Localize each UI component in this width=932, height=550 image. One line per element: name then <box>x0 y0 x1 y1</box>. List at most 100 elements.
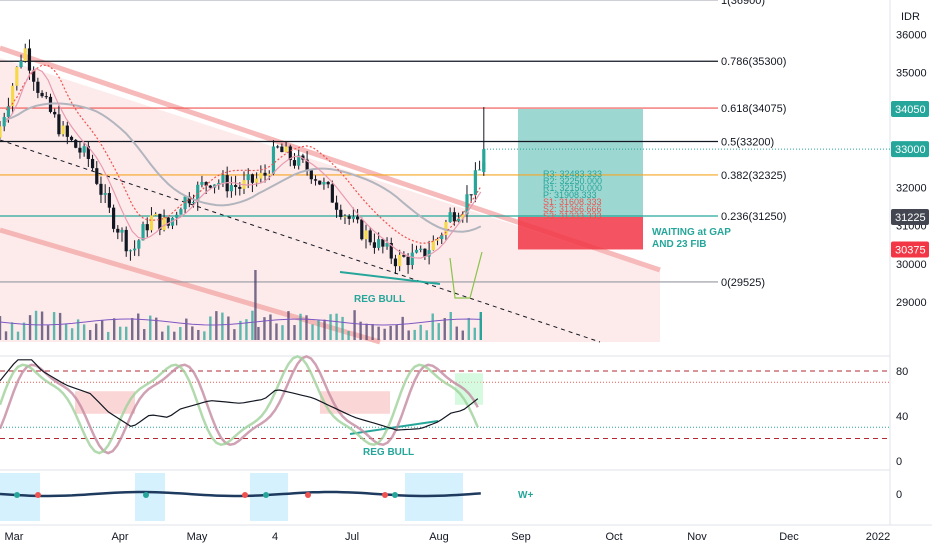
price-tick-label: 35000 <box>896 68 927 80</box>
candle-body <box>149 215 154 231</box>
candle-body <box>116 228 120 233</box>
candle-body <box>288 146 292 161</box>
candle-body <box>162 217 166 231</box>
volume-bar <box>347 331 350 340</box>
pivot-label: R2: 32250.000 <box>543 176 602 186</box>
candle-body <box>427 250 431 257</box>
candle-body <box>103 193 107 195</box>
time-tick-label: Nov <box>687 531 707 543</box>
volume-bar <box>281 325 284 340</box>
candle-body <box>200 181 204 185</box>
osc-main-line <box>0 355 479 455</box>
candle-body <box>414 249 419 253</box>
volume-bar <box>473 327 476 340</box>
candle-body <box>276 146 280 148</box>
volume-bar <box>329 314 332 340</box>
candle-body <box>0 126 2 138</box>
candle-body <box>313 179 318 181</box>
momentum-dot <box>382 492 388 498</box>
candle-body <box>53 111 57 115</box>
volume-bar <box>4 331 8 340</box>
candle-body <box>221 175 225 184</box>
candle-body <box>95 168 99 184</box>
candle-body <box>343 216 347 218</box>
candle-body <box>271 146 276 174</box>
volume-bar <box>233 329 236 340</box>
candle-body <box>297 155 301 166</box>
candle-body <box>2 117 6 127</box>
osc-signal-line <box>0 355 479 455</box>
momentum-zone <box>135 473 165 521</box>
candle-body <box>183 196 187 210</box>
candle-body <box>410 252 414 266</box>
momentum-dot <box>263 492 269 498</box>
volume-bar <box>479 312 482 340</box>
candle-body <box>238 186 242 189</box>
channel-lower-line <box>0 227 381 345</box>
osc-tick-label: 40 <box>896 411 908 423</box>
volume-bar <box>353 310 356 340</box>
time-tick-label: 2022 <box>866 531 890 543</box>
volume-bar <box>245 319 248 340</box>
volume-bar <box>203 331 206 340</box>
candle-body <box>444 221 448 235</box>
price-tick-label: 32000 <box>896 182 927 194</box>
time-tick-label: Dec <box>779 531 799 543</box>
momentum-dot <box>35 492 41 498</box>
fib-label: 1(36900) <box>721 0 765 7</box>
candle-body <box>406 256 410 266</box>
candle-body <box>330 184 334 203</box>
fib-label: 0.5(33200) <box>721 136 774 148</box>
candle-body <box>381 239 385 247</box>
candle-body <box>292 160 297 166</box>
momentum-dot <box>392 492 398 498</box>
volume-bar <box>269 314 272 340</box>
volume-bar <box>401 316 404 340</box>
candle-body <box>32 70 36 82</box>
volume-bar <box>22 322 26 340</box>
volume-bar <box>365 323 368 340</box>
candle-body <box>78 147 82 153</box>
candle-body <box>385 243 389 247</box>
price-tick-label: 29000 <box>896 297 927 309</box>
candle-body <box>393 258 398 267</box>
fib-label: 0.618(34075) <box>721 103 786 115</box>
price-badge <box>891 208 929 225</box>
volume-bar <box>40 311 44 340</box>
candle-body <box>11 85 15 107</box>
candle-body <box>259 172 263 179</box>
volume-bar <box>467 317 470 340</box>
candle-body <box>360 219 364 240</box>
candle-body <box>456 218 461 222</box>
candle-body <box>267 173 271 176</box>
candle-body <box>435 239 440 241</box>
candle-body <box>473 170 477 195</box>
volume-bar <box>167 325 170 340</box>
volume-bar <box>137 313 140 340</box>
volume-bar <box>149 315 152 340</box>
candle-body <box>482 149 486 173</box>
volume-bar <box>173 331 176 340</box>
fib-label: 0.786(35300) <box>721 56 786 68</box>
volume-bar <box>64 323 68 340</box>
candle-body <box>322 181 326 185</box>
candle-body <box>250 174 255 183</box>
time-tick-label: Sep <box>511 531 531 543</box>
candle-body <box>57 114 61 135</box>
price-badge-label: 33000 <box>895 144 926 156</box>
candle-body <box>255 178 259 183</box>
candle-body <box>145 224 149 231</box>
volume-bar <box>311 324 314 340</box>
volume-bar <box>112 318 116 340</box>
currency-label: IDR <box>901 11 920 23</box>
price-tick-label: 36000 <box>896 29 927 41</box>
osc-tick-label: 80 <box>896 366 908 378</box>
volume-bar <box>46 325 50 340</box>
volume-bar <box>106 331 110 340</box>
pivot-label: S2: 31366.666 <box>543 204 602 214</box>
projection-line <box>449 251 483 299</box>
momentum-label: W+ <box>518 490 533 501</box>
volume-bar <box>437 323 440 340</box>
candle-body <box>27 48 32 71</box>
